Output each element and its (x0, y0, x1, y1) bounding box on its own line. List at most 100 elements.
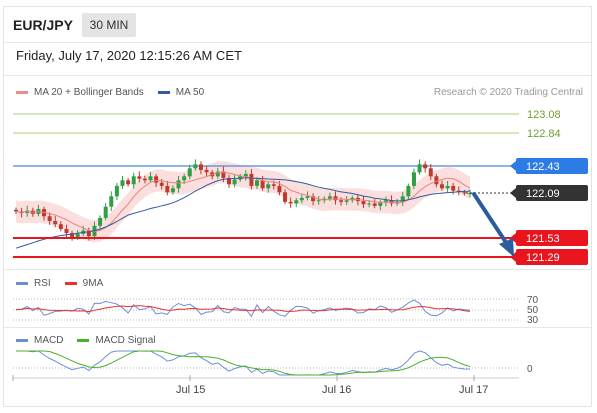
legend-macd: MACD (34, 335, 64, 346)
candle-body (243, 173, 248, 177)
macd-level-0: 0 (527, 364, 533, 375)
legend-9ma: 9MA (82, 278, 104, 289)
candle-body (64, 229, 69, 234)
candle-body (451, 185, 456, 191)
x-label-jul17: Jul 17 (459, 384, 488, 396)
candle-body (378, 202, 383, 206)
candle-body (434, 176, 439, 185)
candle-body (327, 196, 332, 199)
chart-datetime: Friday, July 17, 2020 12:15:26 AM CET (16, 48, 242, 63)
candle-body (283, 192, 288, 202)
candle-body (322, 198, 327, 201)
candle-body (339, 200, 344, 202)
candle-body (333, 196, 338, 201)
candle-body (383, 200, 388, 203)
candle-body (70, 233, 75, 238)
candle-body (411, 172, 416, 186)
pivot-label: 122.43 (526, 161, 560, 173)
candle-body (428, 168, 433, 177)
macd-line (16, 350, 471, 376)
forecast-arrowhead (499, 238, 514, 257)
ma50-swatch (157, 91, 170, 94)
candle-body (204, 169, 209, 173)
candle-body (468, 193, 472, 195)
legend-ma20: MA 20 + Bollinger Bands (34, 87, 144, 98)
level-label-122-84: 122.84 (527, 128, 561, 140)
support-label-box-2 (516, 249, 588, 265)
candle-body (176, 180, 181, 189)
candle-body (288, 201, 293, 204)
candle-body (232, 179, 237, 185)
candle-body (344, 200, 349, 202)
credit-text: Research © 2020 Trading Central (433, 87, 583, 98)
pivot-label-box (516, 158, 588, 174)
candle-body (198, 164, 203, 170)
candle-body (126, 180, 131, 185)
candle-body (389, 200, 394, 204)
candle-body (86, 230, 91, 237)
last-price-box (516, 185, 588, 201)
macd-swatch (16, 339, 28, 342)
candle-body (350, 197, 355, 201)
legend-macd-signal: MACD Signal (95, 335, 156, 346)
candle-body (53, 221, 58, 225)
candle-body (249, 173, 254, 186)
candle-body (445, 185, 450, 189)
rsi-level-30: 30 (527, 315, 539, 326)
candle-body (109, 196, 114, 207)
rsi-swatch (16, 282, 28, 285)
x-label-jul15: Jul 15 (176, 384, 205, 396)
divider (4, 269, 591, 270)
candle-body (103, 206, 108, 218)
candle-body (182, 176, 187, 181)
candle-body (316, 200, 321, 202)
candle-body (165, 185, 170, 193)
candle-body (98, 217, 103, 226)
candle-body (423, 164, 428, 169)
x-label-jul16: Jul 16 (322, 384, 351, 396)
ma20-swatch (16, 91, 28, 94)
candle-body (114, 185, 119, 197)
rsi-line (15, 299, 471, 318)
candle-body (255, 180, 260, 186)
candle-body (75, 233, 80, 238)
main-legend: MA 20 + Bollinger Bands MA 50 (16, 87, 204, 98)
candle-body (367, 203, 372, 205)
ma50-line (15, 177, 471, 249)
candle-body (47, 216, 52, 222)
candle-body (311, 196, 316, 202)
rsi-level-70: 70 (527, 295, 539, 306)
rsi-ma-line (15, 305, 471, 313)
chart-svg: 123.08 122.84 122.43 122.09 121.53 121.2… (12, 109, 588, 396)
timeframe-button[interactable]: 30 MIN (82, 13, 136, 37)
candle-body (372, 203, 377, 206)
support-label-box-1 (516, 230, 588, 246)
candle-body (299, 197, 304, 201)
legend-rsi: RSI (34, 278, 51, 289)
candle-body (215, 171, 220, 177)
symbol-title: EUR/JPY (13, 17, 73, 33)
candle-body (131, 176, 136, 185)
candle-body (120, 180, 125, 186)
support-label-1: 121.53 (526, 233, 560, 245)
candle-body (159, 182, 164, 186)
candle-body (406, 185, 411, 197)
macd-legend: MACD MACD Signal (16, 335, 155, 346)
candle-body (417, 164, 422, 173)
level-label-123-08: 123.08 (527, 109, 561, 121)
candle-body (462, 192, 467, 194)
candle-body (14, 209, 18, 212)
rsi-level-50: 50 (527, 305, 539, 316)
candle-body (400, 196, 405, 202)
last-price-label: 122.09 (526, 188, 560, 200)
divider (4, 75, 591, 76)
candle-body (193, 164, 198, 169)
candle-body (439, 184, 444, 189)
candle-body (187, 168, 192, 177)
candle-body (294, 200, 299, 204)
chart-header: EUR/JPY 30 MIN (4, 7, 591, 43)
candle-body (305, 196, 310, 198)
candle-body (170, 188, 175, 193)
candle-body (361, 201, 366, 205)
divider (4, 327, 591, 328)
